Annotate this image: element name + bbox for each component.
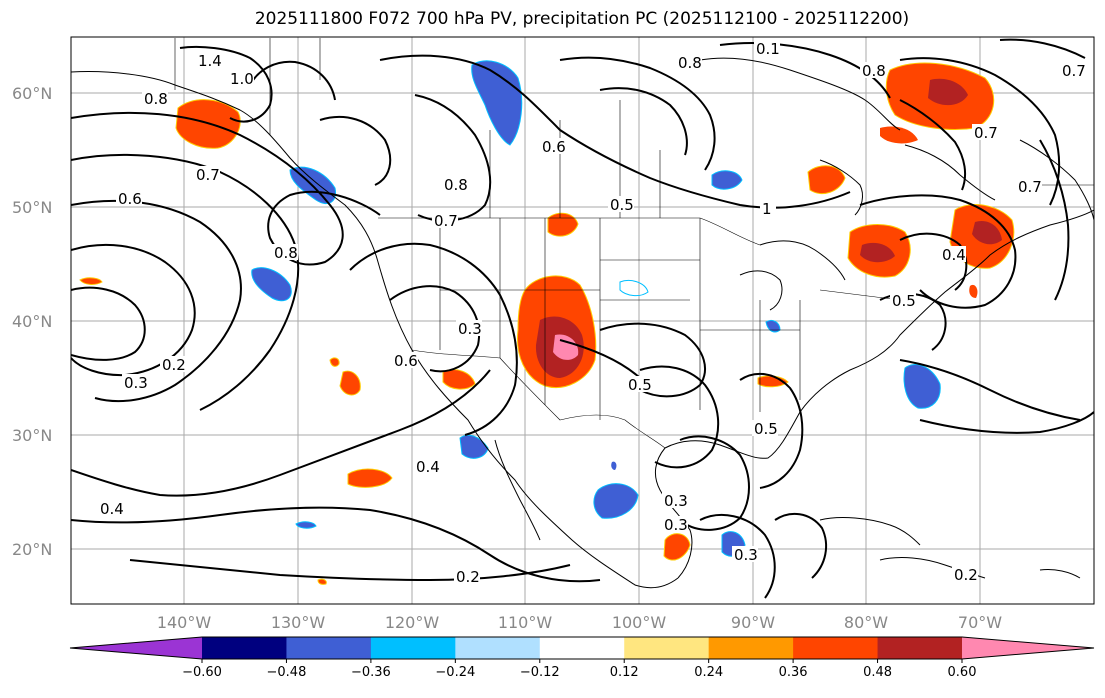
colorbar: −0.60 −0.48 −0.36 −0.24 −0.12 0.12 0.24 0.36 0.4… [69,636,1095,680]
contour-labels: 1.4 1.0 0.8 0.7 0.6 0.8 0.8 0.7 0.8 0.5 … [98,40,1086,586]
colorbar-tick-label: 0.36 [779,665,808,680]
colorbar-segment [455,637,541,659]
map-content: 1.4 1.0 0.8 0.7 0.6 0.8 0.8 0.7 0.8 0.5 … [71,37,1094,604]
latitude-labels: 60°N 50°N 40°N 30°N 20°N [12,84,52,559]
lon-label: 80°W [844,613,888,632]
longitude-labels: 140°W 130°W 120°W 110°W 100°W 90°W 80°W … [157,613,1002,632]
contour-label: 0.2 [954,566,978,584]
colorbar-tick-label: −0.36 [351,665,391,680]
colorbar-segment [370,637,456,659]
lat-label: 40°N [12,312,52,331]
colorbar-tick-label: −0.48 [267,665,307,680]
colorbar-segment [624,637,710,659]
positive-anomaly-blobs [79,62,1015,585]
contour-label: 0.3 [664,492,688,510]
lat-label: 50°N [12,198,52,217]
lon-label: 70°W [958,613,1002,632]
contour-label: 0.8 [862,62,886,80]
contour-label: 0.8 [144,90,168,108]
contour-label: 1.0 [230,70,254,88]
contour-label: 0.6 [542,138,566,156]
contour-label: 0.5 [754,420,778,438]
lat-label: 20°N [12,540,52,559]
colorbar-tick-label: −0.12 [520,665,560,680]
contour-label: 0.2 [456,568,480,586]
contour-label: 0.3 [734,546,758,564]
colorbar-segment [877,637,963,659]
colorbar-segment [202,637,287,659]
contour-label: 1 [762,200,772,218]
colorbar-tick-label: 0.48 [863,665,892,680]
contour-label: 0.3 [458,320,482,338]
contour-label: 0.3 [124,374,148,392]
colorbar-segment [539,637,625,659]
contour-label: 0.3 [664,516,688,534]
pv-contours [71,38,1094,599]
contour-label: 0.4 [416,458,440,476]
lon-label: 140°W [157,613,212,632]
political-borders [174,38,1094,449]
map-frame [70,36,1095,605]
lon-label: 100°W [612,613,667,632]
colorbar-tick-label: 0.24 [694,665,723,680]
lon-label: 90°W [731,613,775,632]
lon-label: 120°W [385,613,440,632]
contour-label: 0.8 [678,54,702,72]
map-title: 2025111800 F072 700 hPa PV, precipitatio… [254,9,910,29]
contour-label: 0.5 [892,292,916,310]
colorbar-tick-label: −0.24 [435,665,475,680]
colorbar-tick-label: 0.60 [948,665,977,680]
contour-label: 0.7 [196,166,220,184]
colorbar-tick-label: 0.12 [610,665,639,680]
colorbar-segment [708,637,794,659]
colorbar-segment [286,637,372,659]
contour-label: 0.5 [610,196,634,214]
colorbar-tick-label: −0.60 [182,665,222,680]
contour-label: 0.2 [162,356,186,374]
colorbar-segment [793,637,879,659]
colorbar-extend-low [70,637,202,659]
contour-label: 0.7 [1018,178,1042,196]
contour-label: 0.7 [1062,62,1086,80]
lon-label: 110°W [498,613,553,632]
contour-label: 0.6 [394,352,418,370]
lat-label: 30°N [12,426,52,445]
contour-label: 0.1 [756,40,780,58]
contour-label: 0.7 [434,212,458,230]
contour-label: 0.6 [118,190,142,208]
contour-label: 0.4 [942,246,966,264]
colorbar-extend-high [962,637,1094,659]
contour-label: 0.4 [100,500,124,518]
lon-label: 130°W [271,613,326,632]
contour-label: 0.7 [974,124,998,142]
contour-label: 1.4 [198,52,222,70]
lat-label: 60°N [12,84,52,103]
contour-label: 0.8 [444,176,468,194]
contour-label: 0.5 [628,376,652,394]
contour-label: 0.8 [274,244,298,262]
